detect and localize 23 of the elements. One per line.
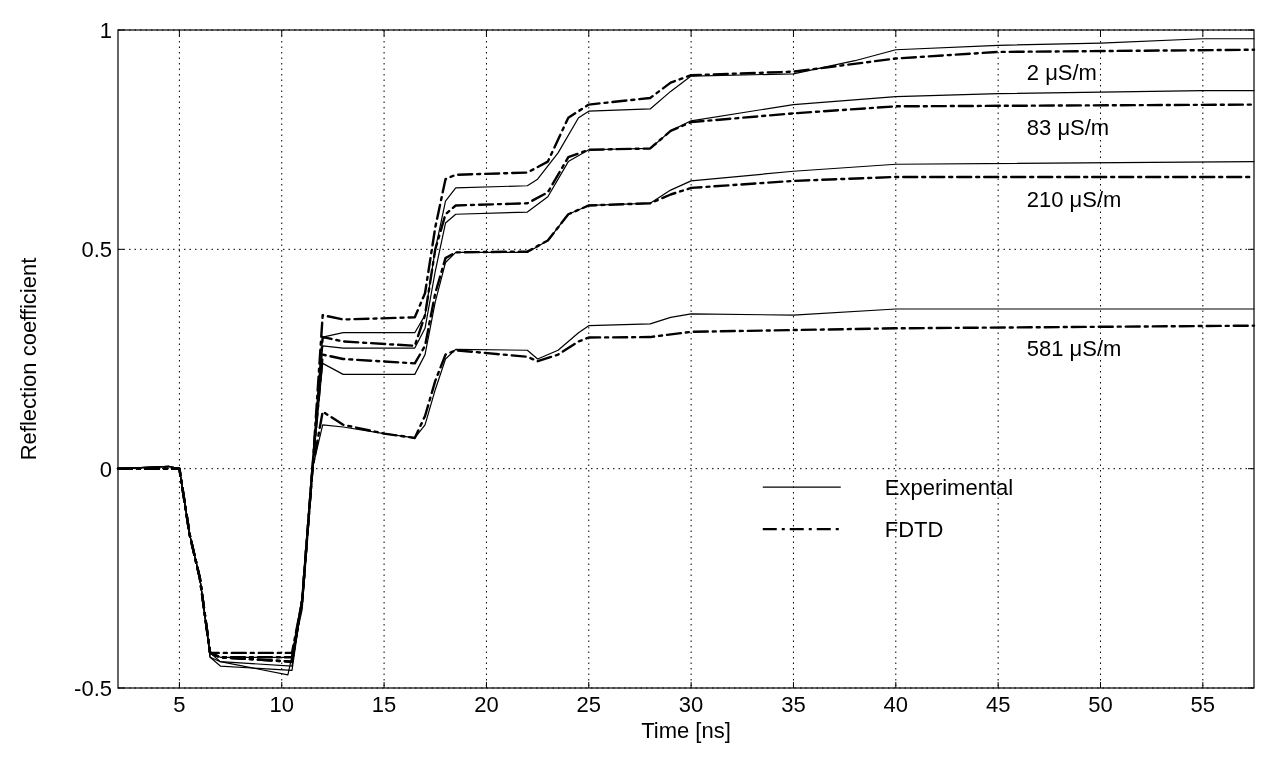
- y-axis-title: Reflection coefficient: [16, 257, 41, 461]
- annotation: 581 μS/m: [1026, 335, 1122, 361]
- x-tick-label: 55: [1190, 692, 1216, 717]
- x-tick-label: 50: [1088, 692, 1113, 717]
- x-tick-label: 35: [781, 692, 806, 717]
- y-tick-label: 1: [99, 18, 112, 43]
- y-tick-label: 0.5: [81, 237, 112, 263]
- x-tick-label: 20: [474, 692, 499, 717]
- annotation: 210 μS/m: [1026, 186, 1122, 212]
- annotation: 2 μS/m: [1026, 59, 1097, 85]
- x-tick-label: 15: [371, 692, 397, 717]
- x-tick-label: 45: [985, 692, 1011, 717]
- y-tick-label: -0.5: [74, 676, 112, 701]
- x-tick-label: 25: [576, 692, 602, 717]
- x-tick-label: 40: [883, 692, 909, 717]
- legend-label: FDTD: [884, 517, 944, 543]
- y-tick-label: 0: [99, 456, 112, 482]
- x-tick-label: 30: [678, 692, 704, 717]
- x-tick-label: 5: [173, 692, 186, 717]
- x-tick-label: 10: [269, 692, 294, 717]
- legend-label: Experimental: [884, 475, 1014, 501]
- annotation: 83 μS/m: [1026, 114, 1110, 140]
- x-axis-title: Time [ns]: [641, 718, 731, 743]
